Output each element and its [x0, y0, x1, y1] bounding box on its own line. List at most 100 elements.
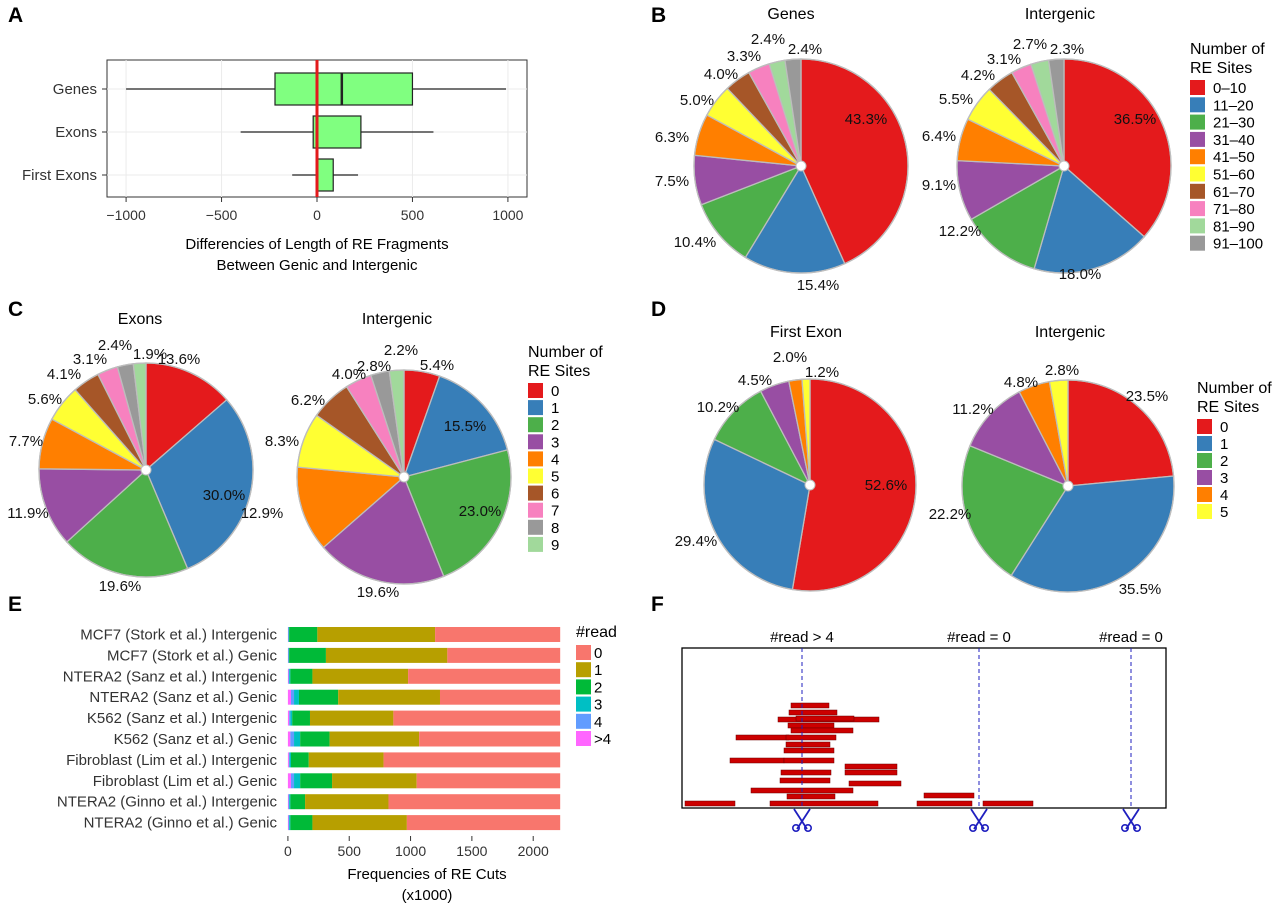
legend-swatch — [1197, 436, 1212, 451]
pie-percent-label: 15.4% — [797, 277, 840, 294]
bar-segment — [289, 815, 291, 831]
pie-percent-label: 36.5% — [1114, 111, 1157, 128]
legend-title: Number of — [1197, 380, 1272, 397]
read-fragment — [780, 769, 832, 776]
panel-letter-a: A — [8, 4, 23, 27]
bar-segment — [325, 647, 448, 663]
x-axis: −1000 −500 0 500 1000 — [106, 197, 524, 223]
legend-swatch — [1197, 487, 1212, 502]
legend-label: 4 — [1220, 487, 1228, 504]
bar-segment — [447, 647, 561, 663]
legend-swatch — [528, 468, 543, 484]
legend-label: 0 — [1220, 419, 1228, 436]
pie-outline — [703, 378, 917, 592]
bar-segment — [305, 794, 389, 810]
panel-d-pies: First Exon Intergenic52.6%29.4%10.2%4.5%2… — [675, 324, 1273, 598]
legend-swatch — [1197, 504, 1212, 519]
read-fragment — [844, 769, 898, 776]
pie-percent-label: 15.5% — [444, 418, 487, 435]
pie-percent-label: 19.6% — [99, 578, 142, 595]
x-axis-label-line-2: Between Genic and Intergenic — [217, 257, 418, 274]
y-category-label: NTERA2 (Sanz et al.) Genic — [89, 689, 277, 706]
y-axis: MCF7 (Stork et al.) Intergenic MCF7 (Stor… — [57, 627, 278, 832]
scissors-handle — [980, 823, 989, 832]
bar-segment — [294, 773, 301, 789]
legend-label: 71–80 — [1213, 201, 1255, 218]
read-fragment — [735, 734, 790, 741]
legend-swatch — [1190, 201, 1205, 217]
read-fragment — [783, 747, 835, 754]
schematic-frame — [681, 647, 1167, 809]
legend-label: 91–100 — [1213, 236, 1263, 253]
bar-segment — [338, 689, 440, 705]
cut-site-label-2: #read = 0 — [947, 629, 1011, 646]
legend-label: 0–10 — [1213, 80, 1246, 97]
pie-percent-label: 2.4% — [788, 41, 822, 58]
pie-percent-label: 4.8% — [1004, 374, 1038, 391]
bar-segment — [406, 815, 561, 831]
panel-letter-d: D — [651, 298, 666, 321]
pie-center — [1058, 160, 1070, 172]
bar-segment — [290, 731, 295, 747]
bar-segment — [287, 710, 290, 726]
x-tick-label: 0 — [313, 207, 321, 223]
pie-percent-label: 7.7% — [9, 433, 43, 450]
read-fragment — [729, 757, 785, 764]
pie-percent-label: 35.5% — [1119, 581, 1162, 598]
pie-percent-label: 3.3% — [727, 48, 761, 65]
pie-percent-label: 10.4% — [674, 234, 717, 251]
pie-outline — [38, 362, 254, 578]
y-category-label: First Exons — [22, 167, 97, 184]
bar-segment — [290, 794, 306, 810]
scissors-handle — [1133, 823, 1142, 832]
legend-label: 0 — [594, 645, 602, 662]
bar-segment — [294, 731, 301, 747]
bar-segment — [288, 647, 290, 663]
bar-segment — [288, 668, 290, 684]
pie-percent-label: 2.8% — [1045, 362, 1079, 379]
legend-title: RE Sites — [1190, 60, 1252, 77]
pie-percent-label: 30.0% — [203, 487, 246, 504]
legend-swatch — [528, 434, 543, 450]
bar-segment — [290, 710, 293, 726]
bar-segment — [290, 689, 295, 705]
pie-title: First Exon — [770, 324, 842, 341]
pie-percent-label: 12.9% — [241, 505, 284, 522]
bar-segment — [289, 710, 291, 726]
legend-label: 8 — [551, 520, 559, 537]
pie-percent-label: 3.1% — [987, 51, 1021, 68]
box — [274, 72, 414, 106]
y-category-label: NTERA2 (Ginno et al.) Genic — [84, 815, 278, 832]
pie-percent-label: 7.5% — [655, 173, 689, 190]
pie-percent-label: 22.2% — [929, 506, 972, 523]
pie-percent-label: 4.5% — [738, 372, 772, 389]
pie-outline — [956, 58, 1172, 274]
legend-label: 4 — [594, 714, 602, 731]
bar-segment — [292, 710, 310, 726]
read-fragment — [982, 800, 1034, 807]
scissors-handle — [1121, 823, 1130, 832]
pie-title: Genes — [767, 6, 814, 23]
x-tick-label: 0 — [284, 843, 292, 859]
read-fragment — [779, 777, 831, 784]
legend-swatch — [528, 417, 543, 433]
bar-segment — [289, 647, 326, 663]
legend-swatch — [1197, 453, 1212, 468]
bar-segment — [287, 794, 289, 810]
y-category-label: Fibroblast (Lim et al.) Intergenic — [66, 752, 277, 769]
legend-swatch — [576, 645, 591, 660]
pie-percent-label: 12.2% — [939, 223, 982, 240]
pie-center — [140, 464, 152, 476]
legend-label: 1 — [551, 400, 559, 417]
bar-segment — [288, 815, 290, 831]
legend-label: 3 — [1220, 470, 1228, 487]
bar-segment — [439, 689, 561, 705]
pie-percent-label: 2.3% — [1050, 41, 1084, 58]
pie-percent-label: 10.2% — [697, 399, 740, 416]
read-fragment — [788, 709, 838, 716]
x-tick-label: 1000 — [395, 843, 426, 859]
bar-segment — [287, 647, 289, 663]
bar-segment — [298, 689, 339, 705]
bar-segment — [383, 752, 561, 768]
